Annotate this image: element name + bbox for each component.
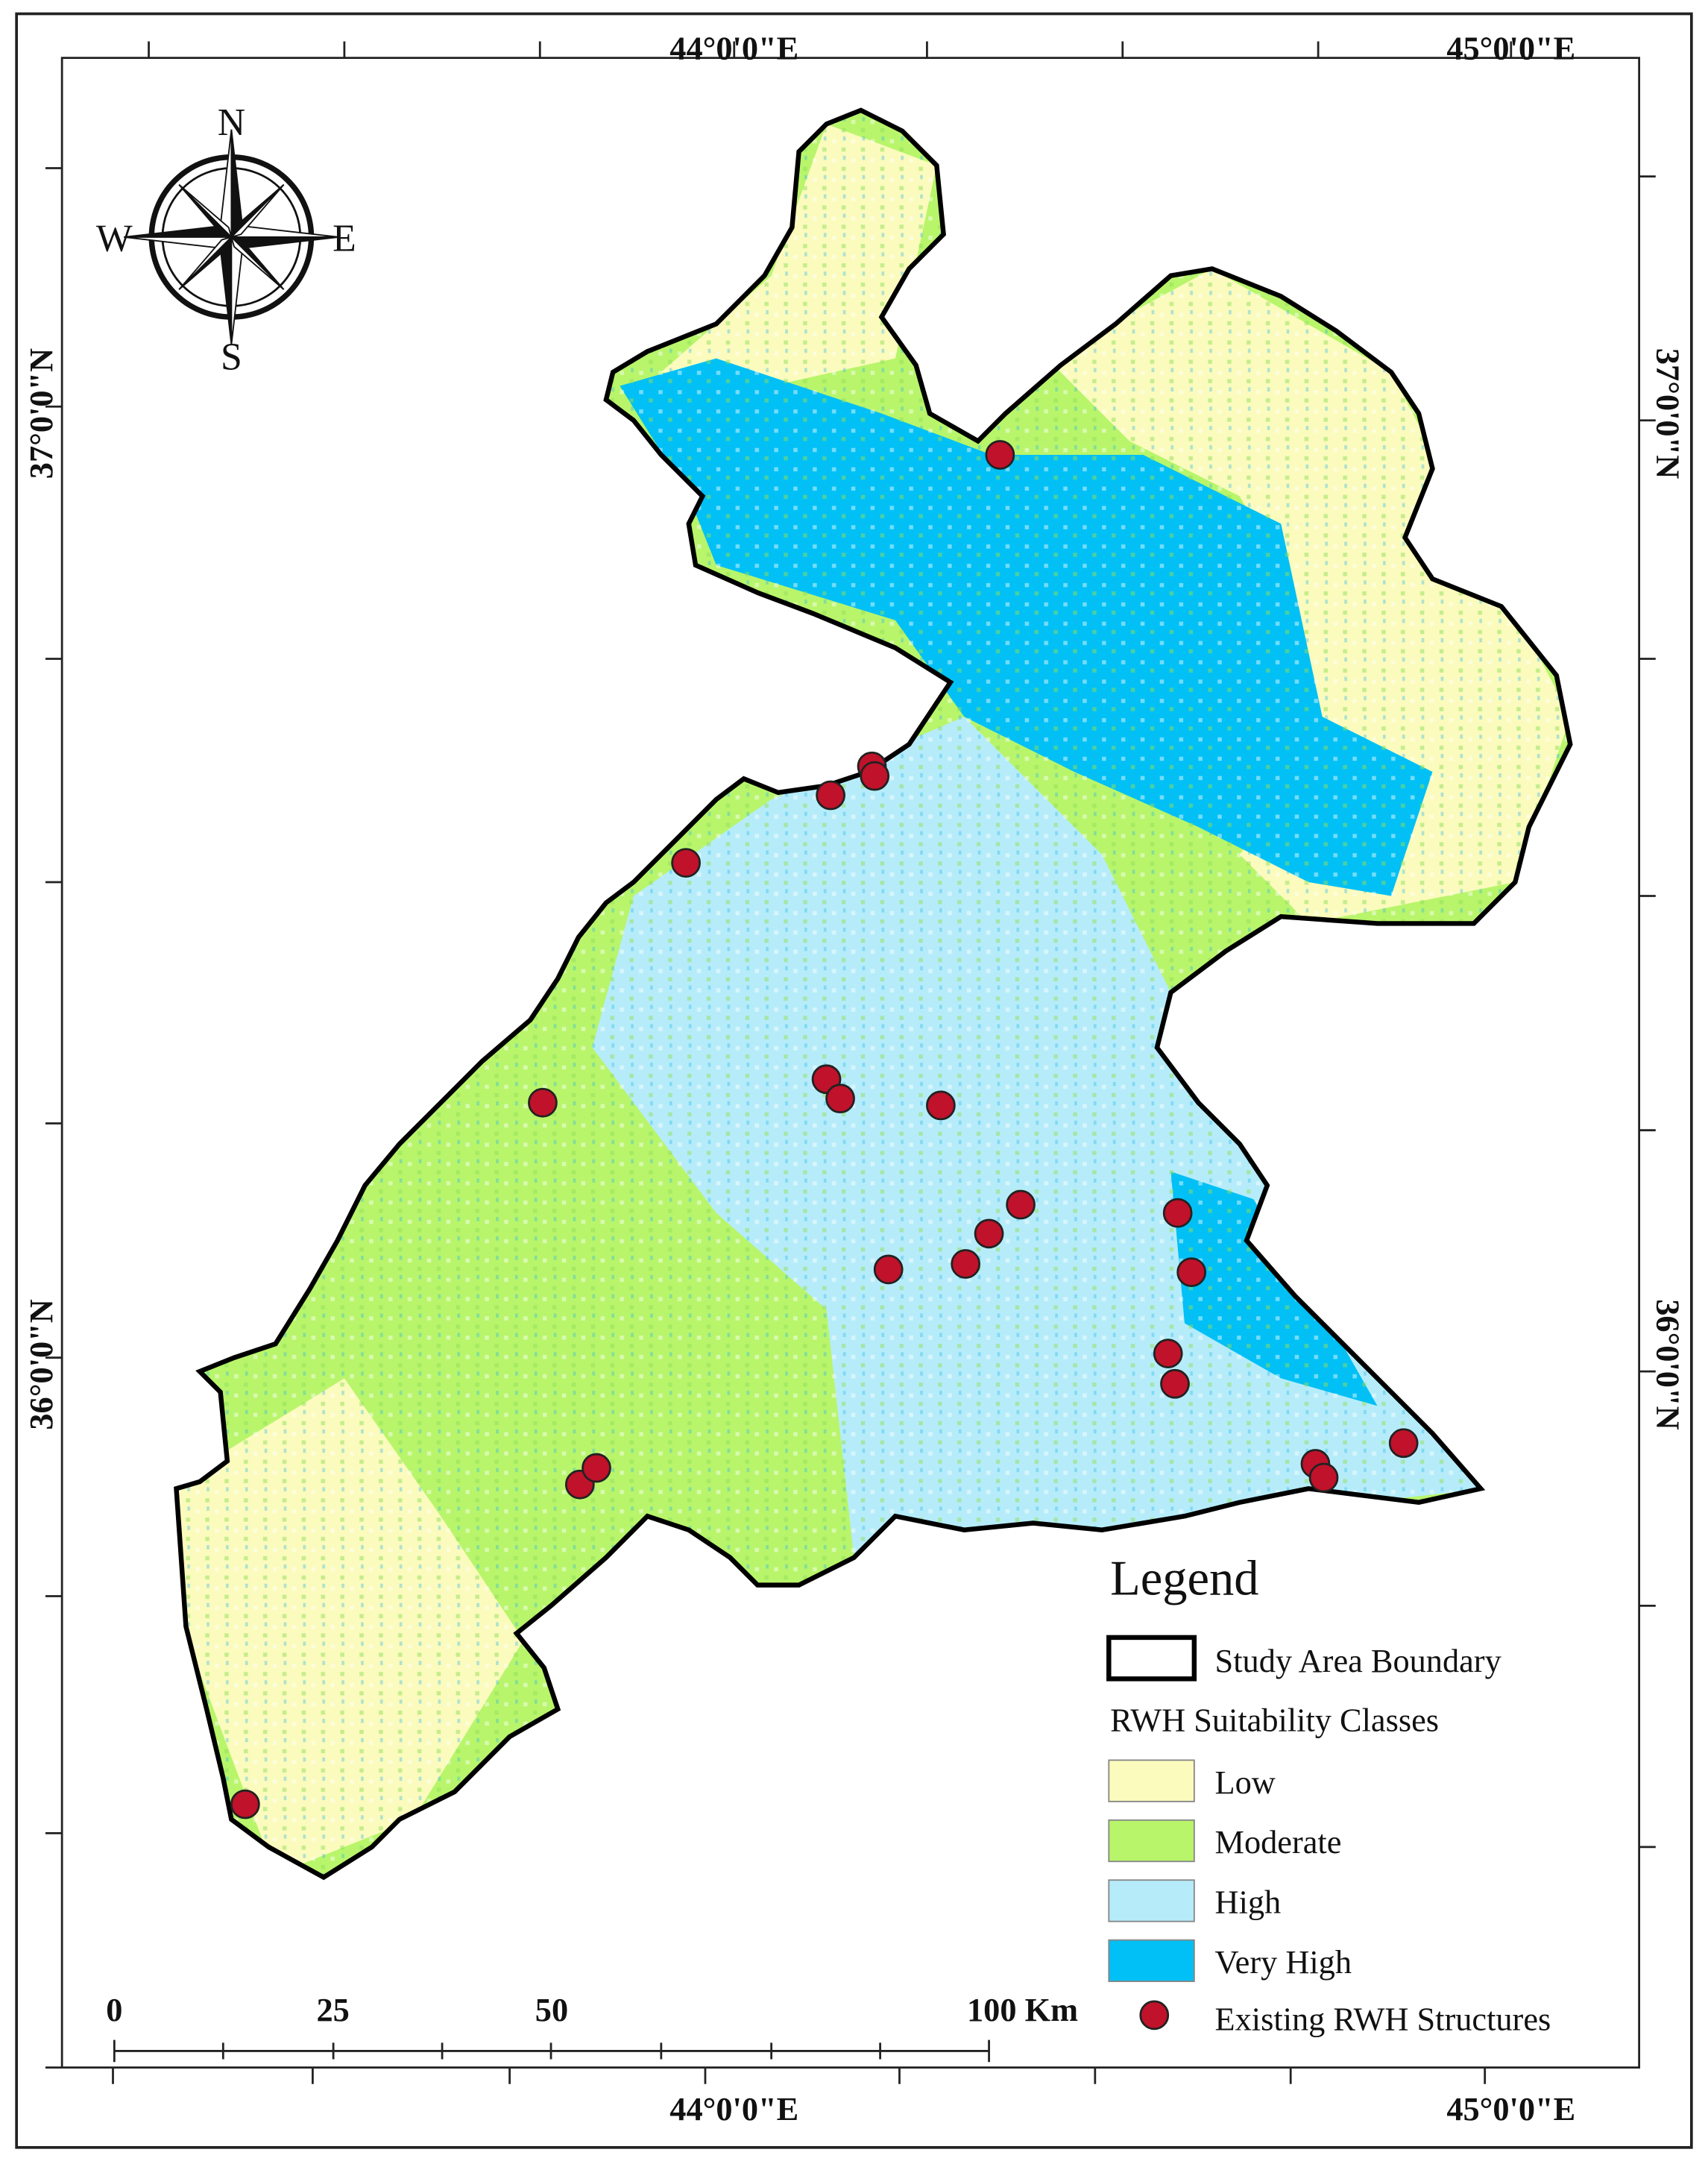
compass-w: W bbox=[96, 217, 133, 260]
rwh-structure bbox=[1160, 1368, 1190, 1399]
graticule-ticks bbox=[45, 41, 1656, 2084]
rwh-structure bbox=[860, 761, 890, 791]
rwh-structure bbox=[825, 1083, 855, 1114]
rwh-structure bbox=[974, 1218, 1004, 1249]
scale-unit: Km bbox=[1025, 1991, 1078, 2028]
legend-swatch bbox=[1108, 1819, 1195, 1863]
rwh-structure bbox=[1176, 1257, 1207, 1287]
outer-frame bbox=[15, 12, 1693, 2149]
legend-title: Legend bbox=[1110, 1552, 1258, 1606]
scale-label: 25 bbox=[316, 1991, 349, 2028]
rwh-structure bbox=[1153, 1339, 1183, 1369]
lat-label: 37°0'0"N bbox=[1650, 348, 1687, 479]
rwh-structure bbox=[671, 848, 701, 878]
compass-s: S bbox=[221, 336, 242, 378]
rwh-structures bbox=[230, 440, 1419, 1819]
legend-label: High bbox=[1215, 1884, 1282, 1921]
lon-label: 44°0'0"E bbox=[669, 29, 798, 66]
lon-label: 45°0'0"E bbox=[1446, 2090, 1575, 2127]
rwh-structure bbox=[1006, 1189, 1036, 1220]
legend-subtitle: RWH Suitability Classes bbox=[1110, 1702, 1439, 1739]
raster-texture bbox=[176, 110, 1571, 1878]
lat-label: 36°0'0"N bbox=[1650, 1299, 1687, 1429]
compass-e: E bbox=[333, 217, 356, 260]
scale-label: 0 bbox=[106, 1991, 122, 2028]
legend-swatch bbox=[1139, 2000, 1170, 2031]
suitability-raster bbox=[176, 110, 1571, 1878]
rwh-structure bbox=[1162, 1198, 1193, 1228]
rwh-structure bbox=[951, 1249, 981, 1279]
compass-n: N bbox=[218, 101, 245, 144]
legend-label: Low bbox=[1215, 1764, 1276, 1801]
rwh-structure bbox=[528, 1087, 558, 1118]
rwh-structure bbox=[873, 1254, 904, 1285]
legend: Legend Study Area Boundary RWH Suitabili… bbox=[1106, 1552, 1551, 2038]
legend-label: Moderate bbox=[1215, 1823, 1342, 1861]
legend-swatch bbox=[1108, 1939, 1195, 1983]
lat-label: 37°0'0"N bbox=[22, 348, 60, 479]
legend-swatch bbox=[1108, 1879, 1195, 1922]
rwh-structure bbox=[230, 1789, 260, 1819]
legend-swatch bbox=[1108, 1759, 1195, 1802]
scale-label: 50 bbox=[535, 1991, 568, 2028]
scale-bar bbox=[113, 2039, 990, 2063]
legend-label: Study Area Boundary bbox=[1215, 1642, 1501, 1679]
scale-label: 100 bbox=[967, 1991, 1017, 2028]
lon-label: 44°0'0"E bbox=[669, 2090, 798, 2127]
compass-rose bbox=[124, 129, 339, 345]
lon-label: 45°0'0"E bbox=[1446, 29, 1575, 66]
map-frame bbox=[60, 57, 1641, 2069]
rwh-structure bbox=[1388, 1428, 1419, 1459]
rwh-structure bbox=[816, 780, 845, 811]
rwh-structure bbox=[1308, 1462, 1339, 1493]
legend-swatch bbox=[1106, 1635, 1197, 1682]
rwh-structure bbox=[582, 1453, 611, 1483]
legend-label: Very High bbox=[1215, 1943, 1352, 1981]
rwh-structure bbox=[985, 440, 1015, 470]
lat-label: 36°0'0"N bbox=[22, 1299, 60, 1429]
legend-label: Existing RWH Structures bbox=[1215, 2001, 1551, 2038]
rwh-structure bbox=[926, 1090, 956, 1121]
